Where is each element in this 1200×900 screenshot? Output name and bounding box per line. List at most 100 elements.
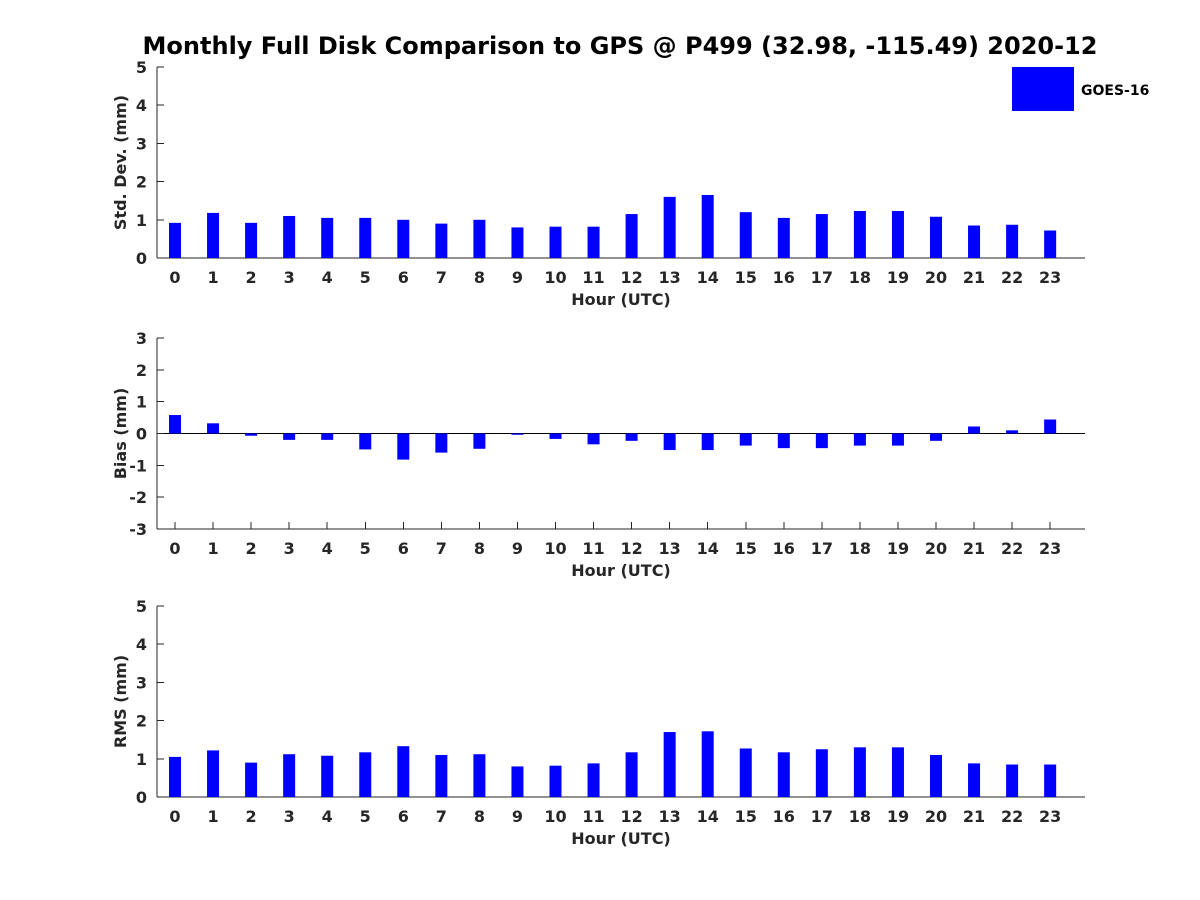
y-tick-label: -1	[129, 456, 147, 475]
x-axis-label: Hour (UTC)	[571, 561, 671, 580]
bar	[701, 731, 714, 797]
x-tick-label: 8	[474, 268, 485, 287]
bar	[1044, 764, 1057, 797]
x-tick-label: 21	[963, 539, 985, 558]
x-tick-label: 20	[925, 539, 947, 558]
bar	[1006, 224, 1019, 258]
x-tick-label: 12	[620, 807, 642, 826]
bar	[663, 732, 676, 797]
x-tick-label: 9	[512, 807, 523, 826]
bar	[473, 219, 486, 258]
x-tick-label: 13	[659, 268, 681, 287]
bar	[625, 214, 638, 258]
bar	[777, 433, 790, 449]
x-tick-label: 6	[398, 268, 409, 287]
x-tick-label: 10	[544, 807, 566, 826]
x-tick-label: 17	[811, 268, 833, 287]
bar	[1006, 764, 1019, 797]
x-tick-label: 3	[284, 807, 295, 826]
x-tick-label: 5	[360, 807, 371, 826]
x-tick-label: 1	[207, 807, 218, 826]
y-tick-label: 4	[136, 96, 147, 115]
x-tick-label: 17	[811, 807, 833, 826]
x-tick-label: 19	[887, 539, 909, 558]
bar	[245, 762, 258, 797]
bar	[663, 196, 676, 258]
y-tick-label: 0	[136, 249, 147, 268]
x-tick-label: 19	[887, 268, 909, 287]
bar	[283, 754, 296, 797]
x-tick-label: 11	[582, 539, 604, 558]
x-tick-label: 13	[659, 807, 681, 826]
y-tick-label: 5	[136, 597, 147, 616]
y-tick-label: -3	[129, 520, 147, 539]
x-axis-label: Hour (UTC)	[571, 829, 671, 848]
legend-swatch	[1012, 67, 1074, 111]
x-tick-label: 4	[322, 539, 333, 558]
y-tick-label: 3	[136, 673, 147, 692]
x-tick-label: 21	[963, 807, 985, 826]
bar	[397, 433, 410, 460]
x-axis-label: Hour (UTC)	[571, 290, 671, 309]
x-tick-label: 22	[1001, 539, 1023, 558]
bar	[245, 222, 258, 258]
bar	[169, 415, 181, 434]
x-tick-label: 0	[169, 807, 180, 826]
x-tick-label: 8	[474, 539, 485, 558]
y-axis-label: Bias (mm)	[111, 388, 130, 480]
y-axis-label: Std. Dev. (mm)	[111, 95, 130, 230]
y-tick-label: -2	[129, 488, 147, 507]
bar	[549, 765, 562, 797]
x-tick-label: 19	[887, 807, 909, 826]
x-tick-label: 15	[735, 807, 757, 826]
bar	[549, 226, 562, 258]
bar	[930, 216, 942, 258]
x-tick-label: 16	[773, 807, 795, 826]
bar	[321, 433, 334, 440]
x-tick-label: 7	[436, 807, 447, 826]
x-tick-label: 6	[398, 539, 409, 558]
bar	[815, 749, 828, 797]
y-tick-label: 2	[136, 361, 147, 380]
x-tick-label: 17	[811, 539, 833, 558]
bar	[435, 223, 448, 258]
x-tick-label: 16	[773, 539, 795, 558]
x-tick-label: 10	[544, 268, 566, 287]
bar	[473, 754, 486, 797]
x-tick-label: 16	[773, 268, 795, 287]
bar	[853, 747, 866, 797]
bar	[777, 217, 790, 258]
x-tick-label: 13	[659, 539, 681, 558]
x-tick-label: 2	[246, 807, 257, 826]
x-tick-label: 23	[1039, 539, 1061, 558]
bar	[359, 433, 372, 450]
bar	[169, 756, 181, 797]
y-tick-label: 1	[136, 750, 147, 769]
x-tick-label: 18	[849, 807, 871, 826]
x-tick-label: 21	[963, 268, 985, 287]
bar	[701, 433, 714, 451]
bar	[701, 194, 714, 258]
bar	[207, 212, 220, 258]
bar	[891, 433, 904, 446]
bar	[435, 754, 448, 797]
bar	[930, 754, 942, 797]
x-tick-label: 10	[544, 539, 566, 558]
x-tick-label: 1	[207, 268, 218, 287]
bar	[511, 227, 524, 258]
x-tick-label: 0	[169, 268, 180, 287]
x-tick-label: 6	[398, 807, 409, 826]
x-tick-label: 8	[474, 807, 485, 826]
x-tick-label: 7	[436, 268, 447, 287]
x-tick-label: 15	[735, 268, 757, 287]
x-tick-label: 14	[697, 807, 719, 826]
x-tick-label: 20	[925, 807, 947, 826]
bar	[359, 217, 372, 258]
y-tick-label: 1	[136, 393, 147, 412]
x-tick-label: 20	[925, 268, 947, 287]
bar	[1044, 230, 1057, 258]
y-tick-label: 2	[136, 712, 147, 731]
